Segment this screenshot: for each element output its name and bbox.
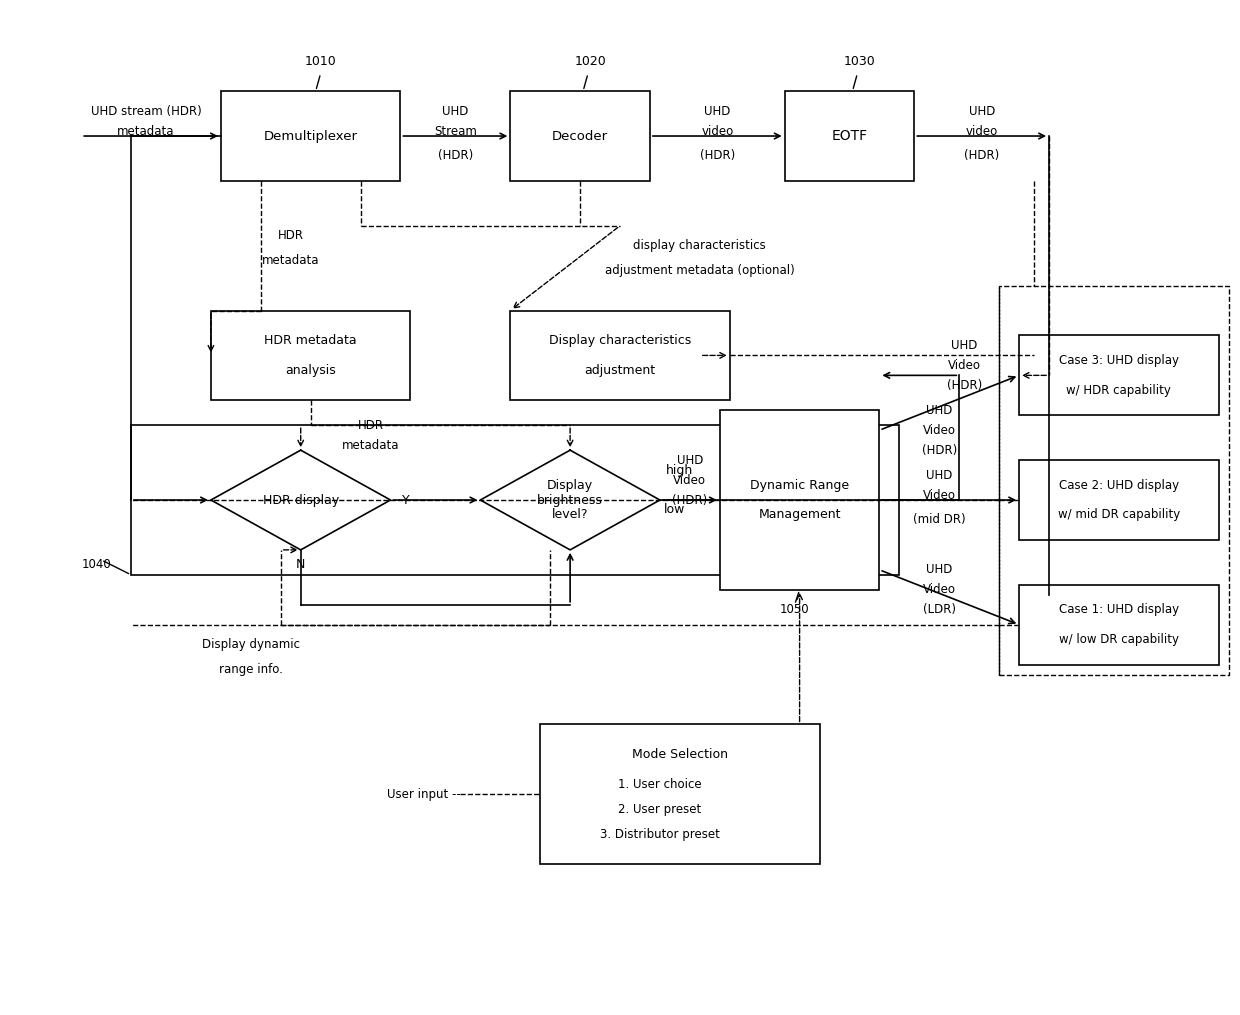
Text: HDR: HDR [278, 229, 304, 243]
Text: (mid DR): (mid DR) [913, 514, 966, 527]
Text: N: N [296, 558, 305, 571]
Text: Mode Selection: Mode Selection [632, 748, 728, 761]
Text: metadata: metadata [342, 438, 399, 452]
FancyBboxPatch shape [785, 91, 914, 181]
FancyBboxPatch shape [1019, 460, 1219, 540]
Text: UHD: UHD [926, 563, 952, 577]
Text: Video: Video [947, 359, 981, 371]
Text: Case 1: UHD display: Case 1: UHD display [1059, 603, 1179, 616]
FancyBboxPatch shape [1019, 336, 1219, 415]
Text: (LDR): (LDR) [923, 603, 956, 616]
Text: User input --: User input -- [387, 788, 460, 801]
Text: adjustment: adjustment [584, 363, 656, 377]
Text: 3. Distributor preset: 3. Distributor preset [600, 827, 720, 840]
Text: Stream: Stream [434, 125, 477, 138]
Text: Video: Video [673, 474, 707, 486]
Text: UHD: UHD [677, 454, 703, 467]
Text: Case 2: UHD display: Case 2: UHD display [1059, 478, 1179, 491]
FancyBboxPatch shape [510, 311, 730, 400]
Text: w/ low DR capability: w/ low DR capability [1059, 633, 1179, 647]
Text: HDR display: HDR display [263, 493, 339, 506]
FancyBboxPatch shape [541, 725, 820, 864]
Text: brightness: brightness [537, 493, 603, 506]
Text: video: video [701, 125, 733, 138]
Text: w/ mid DR capability: w/ mid DR capability [1058, 509, 1180, 522]
Text: UHD: UHD [951, 339, 977, 352]
Text: 1030: 1030 [843, 55, 875, 68]
Text: Video: Video [923, 584, 956, 596]
Text: Dynamic Range: Dynamic Range [750, 478, 849, 491]
Text: (HDR): (HDR) [699, 149, 735, 162]
FancyBboxPatch shape [211, 311, 410, 400]
Text: 1040: 1040 [81, 558, 110, 571]
Text: analysis: analysis [285, 363, 336, 377]
Text: Demultiplexer: Demultiplexer [264, 130, 357, 142]
Text: (HDR): (HDR) [921, 444, 957, 457]
Text: high: high [666, 464, 693, 477]
Text: 1. User choice: 1. User choice [618, 777, 702, 791]
FancyBboxPatch shape [1019, 585, 1219, 665]
Text: UHD: UHD [926, 404, 952, 417]
Text: HDR: HDR [357, 419, 383, 431]
Text: 2. User preset: 2. User preset [619, 803, 702, 816]
Text: (HDR): (HDR) [672, 493, 708, 506]
Text: display characteristics: display characteristics [634, 240, 766, 252]
Text: UHD: UHD [968, 105, 994, 118]
Text: Case 3: UHD display: Case 3: UHD display [1059, 354, 1179, 366]
Text: range info.: range info. [219, 663, 283, 676]
Text: low: low [665, 503, 686, 517]
FancyBboxPatch shape [510, 91, 650, 181]
Polygon shape [211, 451, 391, 550]
Text: video: video [966, 125, 998, 138]
FancyBboxPatch shape [131, 425, 899, 574]
Polygon shape [480, 451, 660, 550]
Text: Display: Display [547, 478, 593, 491]
Text: EOTF: EOTF [832, 129, 868, 143]
Text: 1020: 1020 [574, 55, 606, 68]
Text: adjustment metadata (optional): adjustment metadata (optional) [605, 264, 795, 277]
Text: Video: Video [923, 423, 956, 436]
Bar [999, 285, 1229, 675]
FancyBboxPatch shape [719, 410, 879, 590]
Text: (HDR): (HDR) [438, 149, 472, 162]
Text: Management: Management [759, 509, 841, 522]
Text: metadata: metadata [262, 254, 320, 267]
Text: (HDR): (HDR) [963, 149, 999, 162]
Text: HDR metadata: HDR metadata [264, 334, 357, 347]
Text: 1050: 1050 [780, 603, 810, 616]
FancyBboxPatch shape [221, 91, 401, 181]
Text: metadata: metadata [118, 125, 175, 138]
Text: UHD stream (HDR): UHD stream (HDR) [91, 105, 201, 118]
Text: Video: Video [923, 488, 956, 501]
Text: Display dynamic: Display dynamic [202, 638, 300, 652]
Text: UHD: UHD [926, 469, 952, 481]
Text: Y: Y [402, 493, 409, 506]
Text: Display characteristics: Display characteristics [549, 334, 691, 347]
Text: (HDR): (HDR) [946, 379, 982, 392]
Text: UHD: UHD [443, 105, 469, 118]
Text: UHD: UHD [704, 105, 730, 118]
Text: 1010: 1010 [305, 55, 336, 68]
Text: w/ HDR capability: w/ HDR capability [1066, 384, 1172, 397]
Text: level?: level? [552, 509, 588, 522]
Text: Decoder: Decoder [552, 130, 608, 142]
